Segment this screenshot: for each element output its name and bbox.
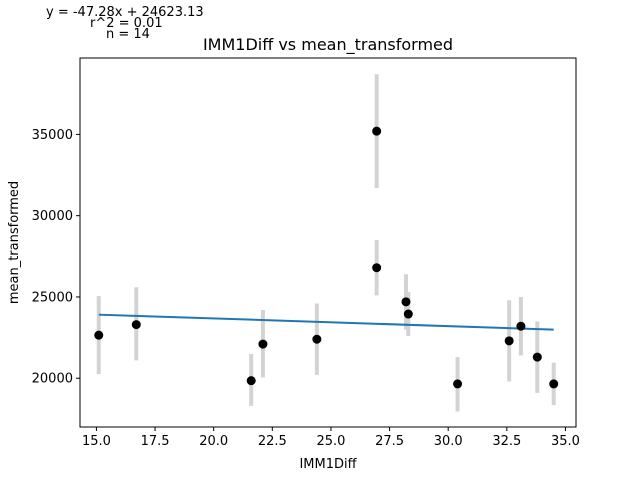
axes-frame: [79, 57, 577, 428]
sample-size-annotation: n = 14: [106, 27, 150, 42]
data-point: [372, 126, 382, 136]
y-tick-label: 20000: [32, 372, 73, 387]
plot-area: [94, 74, 559, 412]
x-tick-label: 25.0: [316, 434, 345, 449]
x-tick-label: 27.5: [375, 434, 404, 449]
x-axis-label: IMM1Diff: [299, 457, 357, 472]
data-point: [258, 339, 268, 349]
data-point: [403, 309, 413, 319]
data-point: [401, 297, 411, 307]
equation-annotation: y = -47.28x + 24623.13: [46, 5, 204, 20]
y-axis: 20000 25000 30000 35000: [32, 128, 80, 387]
x-tick-label: 15.0: [82, 434, 111, 449]
x-tick-label: 30.0: [434, 434, 463, 449]
data-point: [94, 330, 104, 340]
data-point: [131, 320, 141, 330]
x-axis: 15.0 17.5 20.0 22.5 25.0 27.5 30.0 32.5 35.0: [82, 427, 580, 449]
y-tick-label: 35000: [32, 128, 73, 143]
data-point: [532, 352, 542, 362]
y-tick-label: 30000: [32, 209, 73, 224]
data-point: [516, 321, 526, 331]
chart-title: IMM1Diff vs mean_transformed: [203, 35, 453, 55]
y-tick-label: 25000: [32, 290, 73, 305]
x-tick-label: 22.5: [258, 434, 287, 449]
r-squared-annotation: r^2 = 0.01: [90, 16, 163, 31]
data-point: [372, 263, 382, 273]
data-point: [549, 379, 559, 389]
regression-line: [98, 313, 554, 331]
data-point: [504, 336, 514, 346]
data-point: [312, 334, 322, 344]
y-axis-label: mean_transformed: [7, 181, 22, 304]
x-tick-label: 20.0: [199, 434, 228, 449]
data-point: [453, 379, 463, 389]
x-tick-label: 35.0: [551, 434, 580, 449]
data-point: [246, 376, 256, 386]
x-tick-label: 32.5: [492, 434, 521, 449]
x-tick-label: 17.5: [141, 434, 170, 449]
